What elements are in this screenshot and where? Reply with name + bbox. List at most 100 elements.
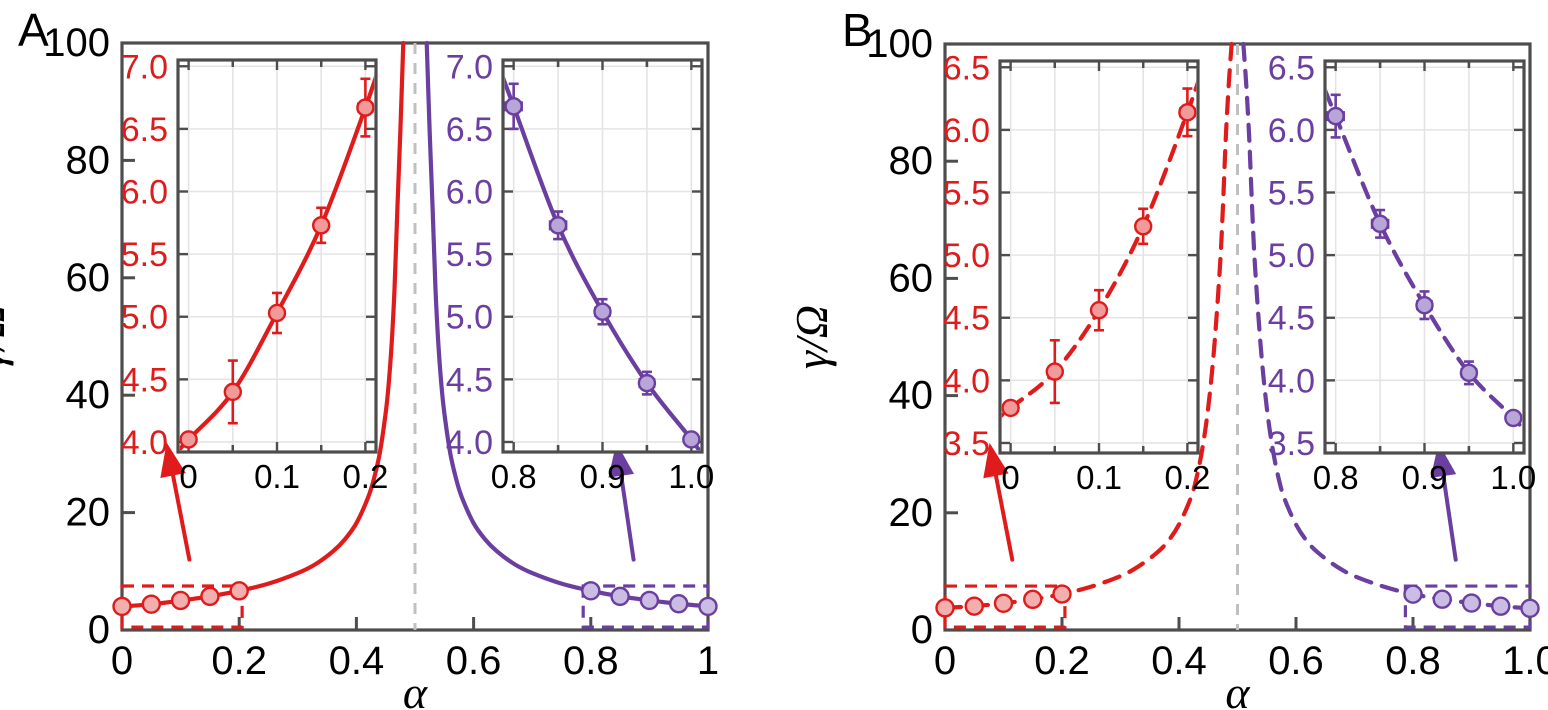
inset-B-right-y-tick-label-1: 4.0 [1268,362,1315,400]
y-tick-label-B-4: 80 [889,139,934,183]
main-data-point-B-purple-0 [1403,584,1423,604]
y-tick-label-B-1: 20 [889,491,934,535]
main-data-point-A-red-4 [229,581,249,601]
x-tick-label-B-2: 0.4 [1151,639,1207,683]
inset-B-left-point-4 [1178,103,1197,122]
main-data-point-B-red-3 [1023,589,1043,610]
inset-B-right-x-tick-label-1: 0.9 [1402,459,1448,496]
inset-A-left-y-tick-label-3: 5.5 [121,236,168,274]
y-tick-label-A-4: 80 [66,138,111,182]
main-data-point-B-red-1 [964,596,984,616]
y-tick-label-B-2: 40 [889,374,934,418]
inset-A-left-x-tick-label-2: 0.2 [342,458,388,495]
inset-A-right-point-3 [637,373,657,393]
main-data-point-B-purple-1 [1432,589,1452,609]
annotation-arrow-line-B-4 [1441,472,1458,562]
inset-B-right-y-tick-label-5: 6.0 [1268,112,1315,150]
y-tick-label-A-2: 40 [66,373,111,417]
inset-A-right-y-tick-label-1: 4.5 [446,361,493,399]
inset-A-right-point-1 [548,216,568,235]
inset-A-right-point-0 [504,97,523,116]
inset-B-right-y-tick-label-4: 5.5 [1268,175,1315,213]
main-curve-B-red [942,41,1234,610]
inset-B-right-point-1 [1370,214,1390,234]
x-tick-label-A-4: 0.8 [563,639,619,683]
inset-B-left-y-tick-label-5: 6.0 [943,112,990,150]
inset-A-right-x-tick-label-1: 0.9 [580,458,626,495]
inset-A-left-y-tick-label-0: 4.0 [121,424,168,462]
inset-B-left-y-tick-label-6: 6.5 [943,49,990,87]
inset-B-left-point-0 [1001,398,1020,418]
main-data-point-B-purple-3 [1491,596,1511,616]
inset-A-right-y-tick-label-0: 4.0 [446,424,493,462]
inset-B-right-point-3 [1459,363,1479,383]
x-tick-label-B-5: 1.0 [1502,639,1548,683]
main-data-point-A-purple-0 [581,581,601,601]
x-axis-label-A: α [403,667,428,710]
inset-A-left-x-tick-label-1: 0.1 [254,458,300,495]
inset-A-right-y-tick-label-3: 5.5 [446,236,493,274]
inset-A-left-point-2 [267,303,287,323]
annotation-arrow-head-B-3 [983,442,1009,479]
inset-A-left-point-4 [356,98,375,117]
x-tick-label-A-3: 0.6 [446,639,502,683]
inset-A-left-y-tick-label-1: 4.5 [121,361,168,399]
annotation-arrow-line-A-4 [618,471,636,562]
inset-B-left-x-tick-label-2: 0.2 [1164,459,1210,496]
x-tick-label-B-0: 0 [934,639,956,683]
inset-B-left-y-tick-label-3: 5.0 [943,237,990,275]
inset-A-right-y-tick-label-6: 7.0 [446,48,493,86]
y-axis-label-B: γ/Ω [786,305,837,369]
inset-A-left-point-1 [223,382,243,402]
inset-A-right-y-tick-label-4: 6.0 [446,174,493,212]
y-tick-label-A-3: 60 [66,256,111,300]
main-data-point-B-red-4 [1052,584,1072,604]
main-data-point-A-purple-1 [610,586,630,607]
main-data-point-A-red-1 [141,594,162,614]
inset-B-right-y-tick-label-0: 3.5 [1268,425,1315,463]
inset-A-left-point-3 [311,216,331,235]
main-data-point-B-red-2 [993,593,1014,613]
inset-B-left-y-tick-label-0: 3.5 [943,425,990,463]
inset-A-left-y-tick-label-4: 6.0 [121,174,168,212]
inset-B-left-x-tick-label-0: 0 [1001,459,1019,496]
y-tick-label-B-3: 60 [889,256,934,300]
inset-B-left-y-tick-label-2: 4.5 [943,300,990,338]
annotation-arrow-line-A-3 [170,471,192,562]
main-data-point-A-purple-4 [698,596,718,617]
inset-A-right-point-4 [682,430,701,449]
inset-B-right-y-tick-label-2: 4.5 [1268,300,1315,338]
inset-B-right-y-tick-label-3: 5.0 [1268,237,1315,275]
inset-B-left-y-tick-label-1: 4.0 [943,362,990,400]
x-tick-label-A-5: 1 [697,639,719,683]
panel-letter-A: A [18,4,49,56]
main-data-point-B-red-0 [935,598,955,618]
inset-B-left-point-3 [1133,217,1153,236]
inset-A-left-y-tick-label-2: 5.0 [121,299,168,337]
y-tick-label-B-0: 0 [911,608,933,652]
inset-A-left-point-0 [179,430,198,449]
panel-letter-B: B [842,4,873,56]
inset-B-left-y-tick-label-4: 5.5 [943,175,990,213]
inset-A-right-x-tick-label-2: 1.0 [668,458,714,495]
inset-B-right-x-tick-label-2: 1.0 [1490,459,1536,496]
main-data-point-B-purple-2 [1461,593,1482,613]
main-curve-A-purple [424,40,711,609]
inset-B-right-point-0 [1326,106,1345,126]
y-tick-label-B-5: 100 [866,22,933,66]
annotation-arrow-head-B-4 [1430,442,1457,478]
inset-A-left-y-tick-label-5: 6.5 [121,111,168,149]
inset-A-left-y-tick-label-6: 7.0 [121,48,168,86]
x-axis-label-B: α [1225,667,1250,710]
main-data-point-A-red-2 [170,590,191,611]
main-curve-A-red [119,40,406,609]
main-data-point-A-red-0 [112,596,132,617]
inset-A-right-x-tick-label-0: 0.8 [491,458,537,495]
inset-B-right-point-4 [1504,408,1523,428]
y-tick-label-A-5: 100 [43,21,110,65]
inset-A-right-y-tick-label-2: 5.0 [446,299,493,337]
inset-B-right-point-2 [1415,296,1434,315]
x-tick-label-B-4: 0.8 [1385,639,1441,683]
main-data-point-B-purple-4 [1520,598,1540,619]
